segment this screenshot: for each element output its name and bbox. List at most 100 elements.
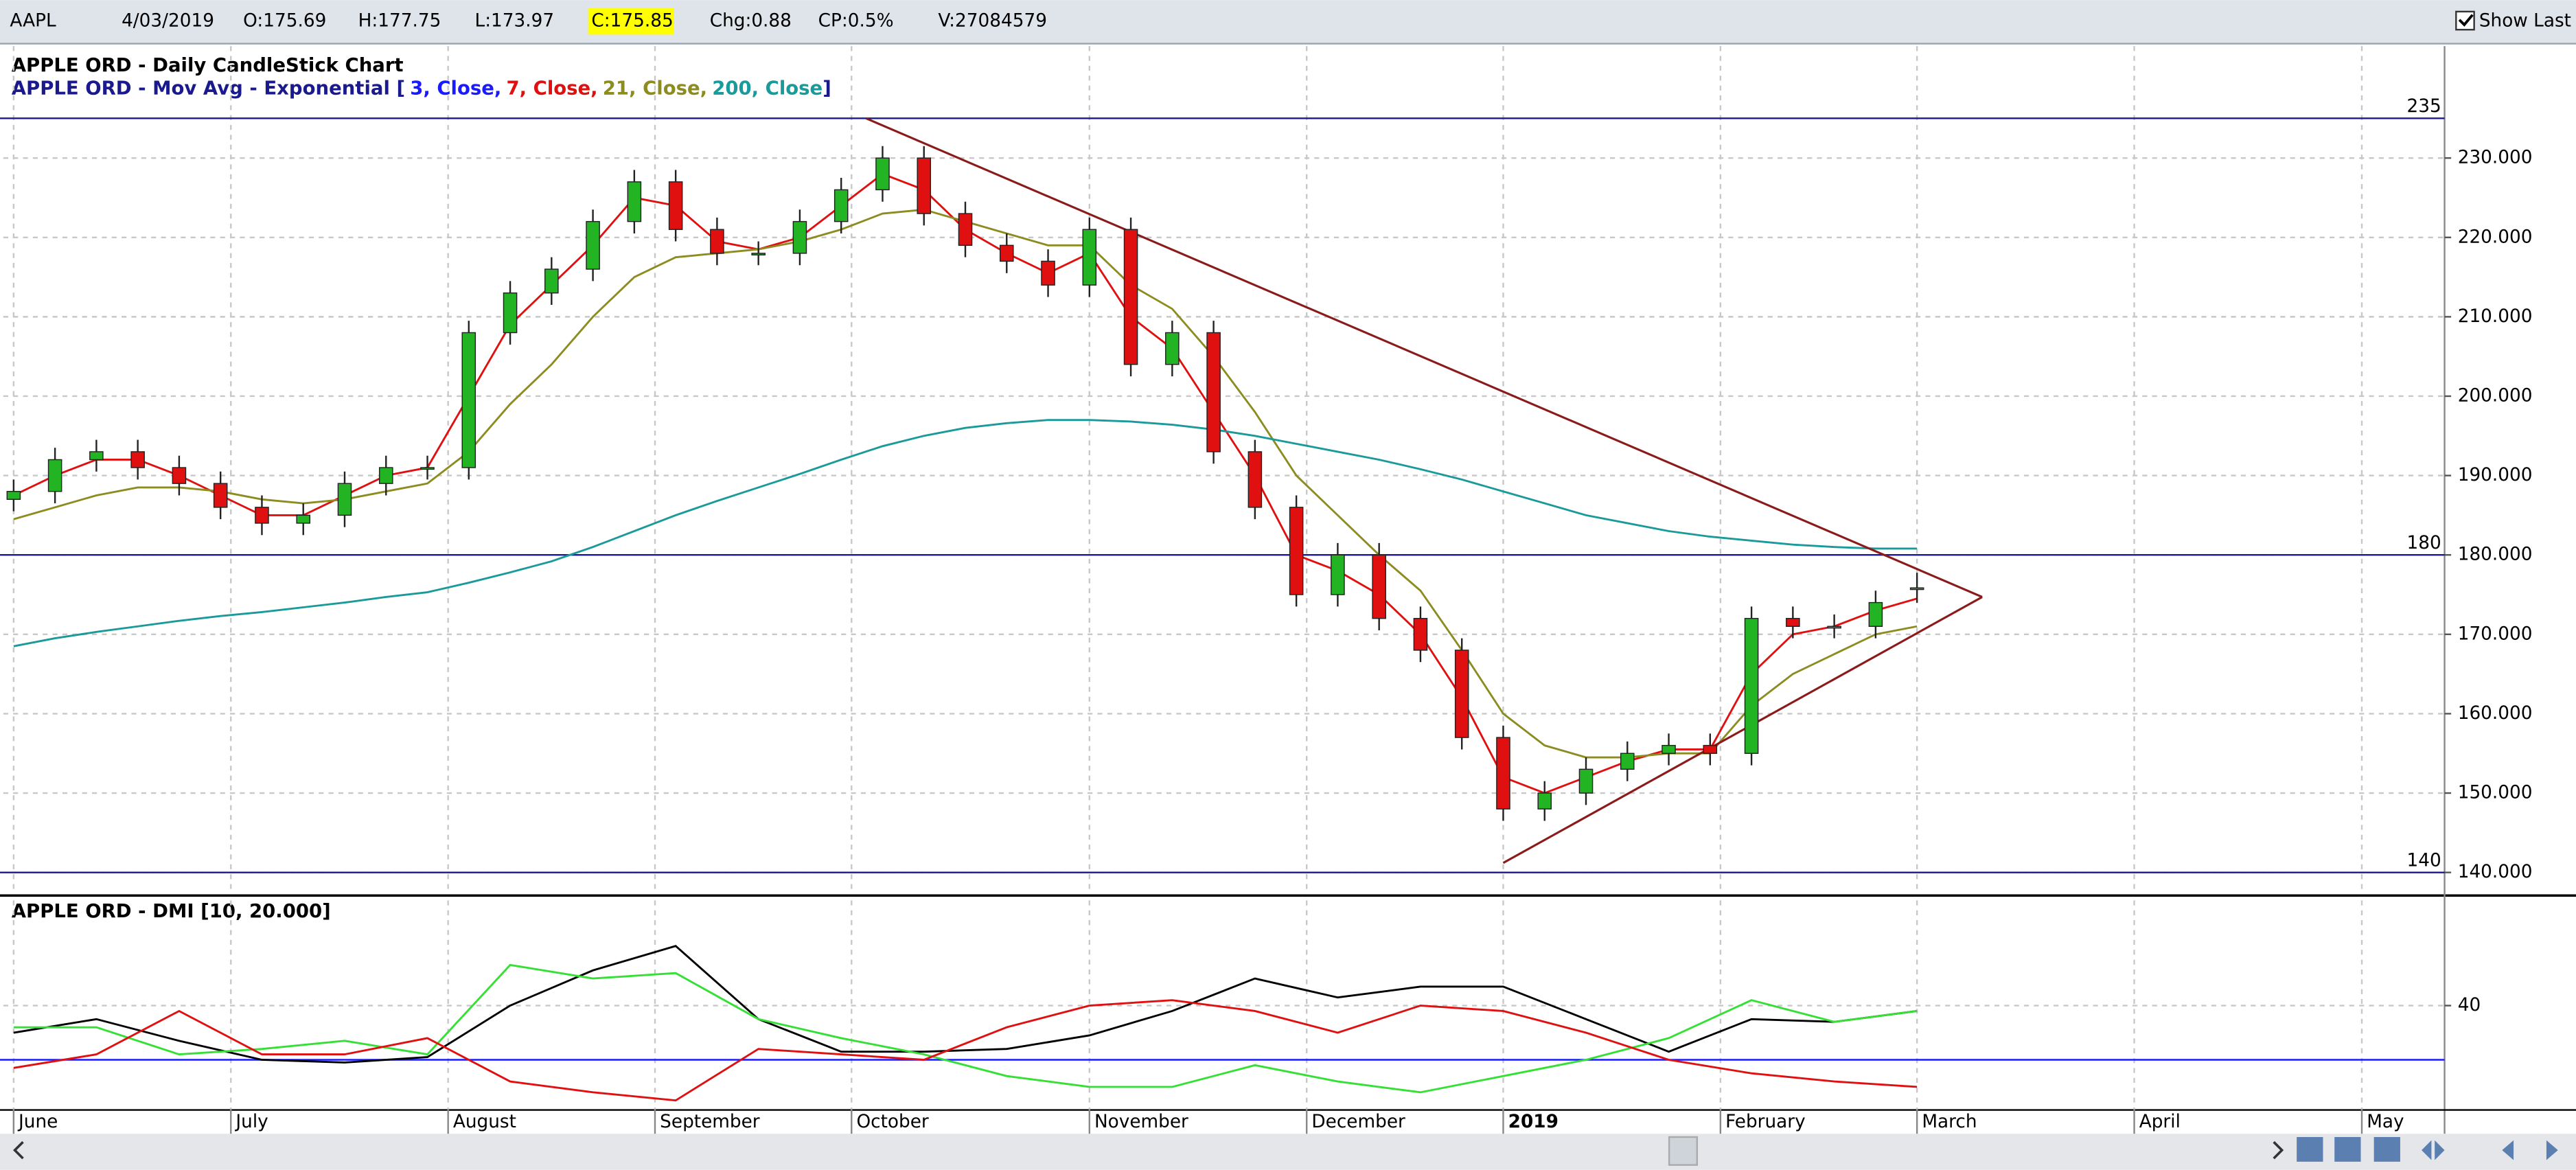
- candle-body: [1123, 229, 1138, 365]
- y-tick-label: 140.000: [2458, 862, 2533, 882]
- high: H:177.75: [358, 11, 441, 32]
- candle-body: [47, 459, 62, 492]
- candle-body: [172, 467, 187, 484]
- change: Chg:0.88: [710, 11, 792, 32]
- candle-body: [1868, 601, 1883, 627]
- candle-body: [917, 157, 932, 214]
- x-tick-label: July: [234, 1112, 268, 1132]
- scroll-right[interactable]: [2273, 1140, 2284, 1160]
- moving-average: [13, 419, 1918, 647]
- scrollbar[interactable]: [0, 1134, 2576, 1170]
- candle-body: [1537, 792, 1552, 810]
- x-tick-label: September: [660, 1112, 760, 1132]
- candle-body: [1413, 617, 1428, 651]
- candle-body: [213, 483, 228, 508]
- candle-body: [792, 220, 807, 254]
- candle-body: [958, 213, 973, 246]
- candle-body: [1206, 332, 1221, 452]
- tool-button[interactable]: [2373, 1137, 2400, 1162]
- candle-body: [1496, 737, 1510, 810]
- candle-body: [1165, 332, 1180, 365]
- candle-body: [337, 483, 352, 516]
- candle-body: [1082, 229, 1097, 286]
- y-tick-label: 210.000: [2458, 306, 2533, 327]
- x-tick-label: November: [1094, 1112, 1188, 1132]
- legend-part: 3, Close,: [410, 77, 501, 99]
- tool-button[interactable]: [2297, 1137, 2323, 1162]
- close: C:175.85: [591, 11, 673, 32]
- y-tick-label: 220.000: [2458, 227, 2533, 247]
- candle-body: [1703, 744, 1718, 754]
- candle-body: [1331, 554, 1345, 595]
- prev-button[interactable]: [2502, 1140, 2514, 1160]
- scroll-left[interactable]: [12, 1140, 24, 1160]
- candle-body: [1661, 744, 1676, 754]
- next-button[interactable]: [2546, 1140, 2558, 1160]
- legend-part: 7, Close,: [506, 77, 597, 99]
- dmi-line: [13, 963, 1918, 1094]
- horizontal-line-label: 235: [2407, 96, 2441, 117]
- y-tick-label: 180.000: [2458, 544, 2533, 565]
- y-tick-label: 40: [2458, 995, 2481, 1016]
- candle-body: [6, 490, 21, 500]
- candle-body: [296, 514, 311, 524]
- y-tick-label: 230.000: [2458, 148, 2533, 168]
- y-tick-label: 190.000: [2458, 465, 2533, 485]
- y-tick-label: 170.000: [2458, 623, 2533, 644]
- legend-part: 200, Close: [712, 77, 823, 99]
- zoom-button[interactable]: [2422, 1140, 2445, 1160]
- candle-body: [255, 507, 269, 524]
- candle-body: [1454, 650, 1469, 738]
- candle-body: [1247, 451, 1263, 508]
- candle-body: [668, 181, 683, 230]
- chart-title: APPLE ORD - Daily CandleStick Chart: [12, 54, 404, 76]
- candle-body: [420, 467, 435, 470]
- tool-button[interactable]: [2334, 1137, 2361, 1162]
- candle-body: [1827, 626, 1841, 629]
- candle-body: [999, 244, 1014, 262]
- moving-average: [13, 208, 1918, 759]
- candle-body: [627, 181, 642, 222]
- candle-body: [1041, 260, 1055, 286]
- candle-body: [544, 268, 559, 294]
- x-tick-label: August: [453, 1112, 516, 1132]
- candle-body: [503, 292, 518, 334]
- y-tick-label: 150.000: [2458, 783, 2533, 803]
- symbol: AAPL: [10, 11, 56, 32]
- candle-body: [1289, 507, 1304, 595]
- candle-body: [130, 451, 145, 468]
- close-highlight: [588, 8, 674, 35]
- x-tick-label: May: [2367, 1112, 2404, 1132]
- candle-body: [1620, 753, 1635, 770]
- candle-body: [875, 157, 890, 191]
- date: 4/03/2019: [122, 11, 214, 32]
- trend-line: [865, 117, 1983, 598]
- dmi-title: APPLE ORD - DMI [10, 20.000]: [12, 900, 331, 922]
- trend-line: [1502, 596, 1983, 864]
- x-tick-label: February: [1725, 1112, 1806, 1132]
- scroll-thumb[interactable]: [1668, 1136, 1699, 1166]
- x-tick-label: October: [856, 1112, 928, 1132]
- candle-body: [1578, 768, 1594, 794]
- x-tick-label: December: [1311, 1112, 1405, 1132]
- y-tick-label: 160.000: [2458, 703, 2533, 724]
- candle-body: [710, 229, 724, 254]
- show-last-label[interactable]: Show Last: [2479, 11, 2571, 32]
- horizontal-line-label: 140: [2407, 850, 2441, 871]
- open: O:175.69: [243, 11, 326, 32]
- candle-body: [1744, 617, 1759, 754]
- candle-body: [751, 253, 766, 255]
- candle-body: [1786, 617, 1800, 627]
- candle-body: [89, 451, 104, 461]
- candle-body: [1372, 554, 1386, 619]
- x-tick-label: June: [17, 1112, 58, 1132]
- header-bar: [0, 0, 2576, 43]
- volume: V:27084579: [938, 11, 1047, 32]
- dmi-line: [13, 945, 1918, 1064]
- candle-body: [586, 220, 600, 270]
- low: L:173.97: [475, 11, 555, 32]
- check-mark: [2458, 14, 2474, 27]
- legend-part: APPLE ORD - Mov Avg - Exponential [: [12, 77, 405, 99]
